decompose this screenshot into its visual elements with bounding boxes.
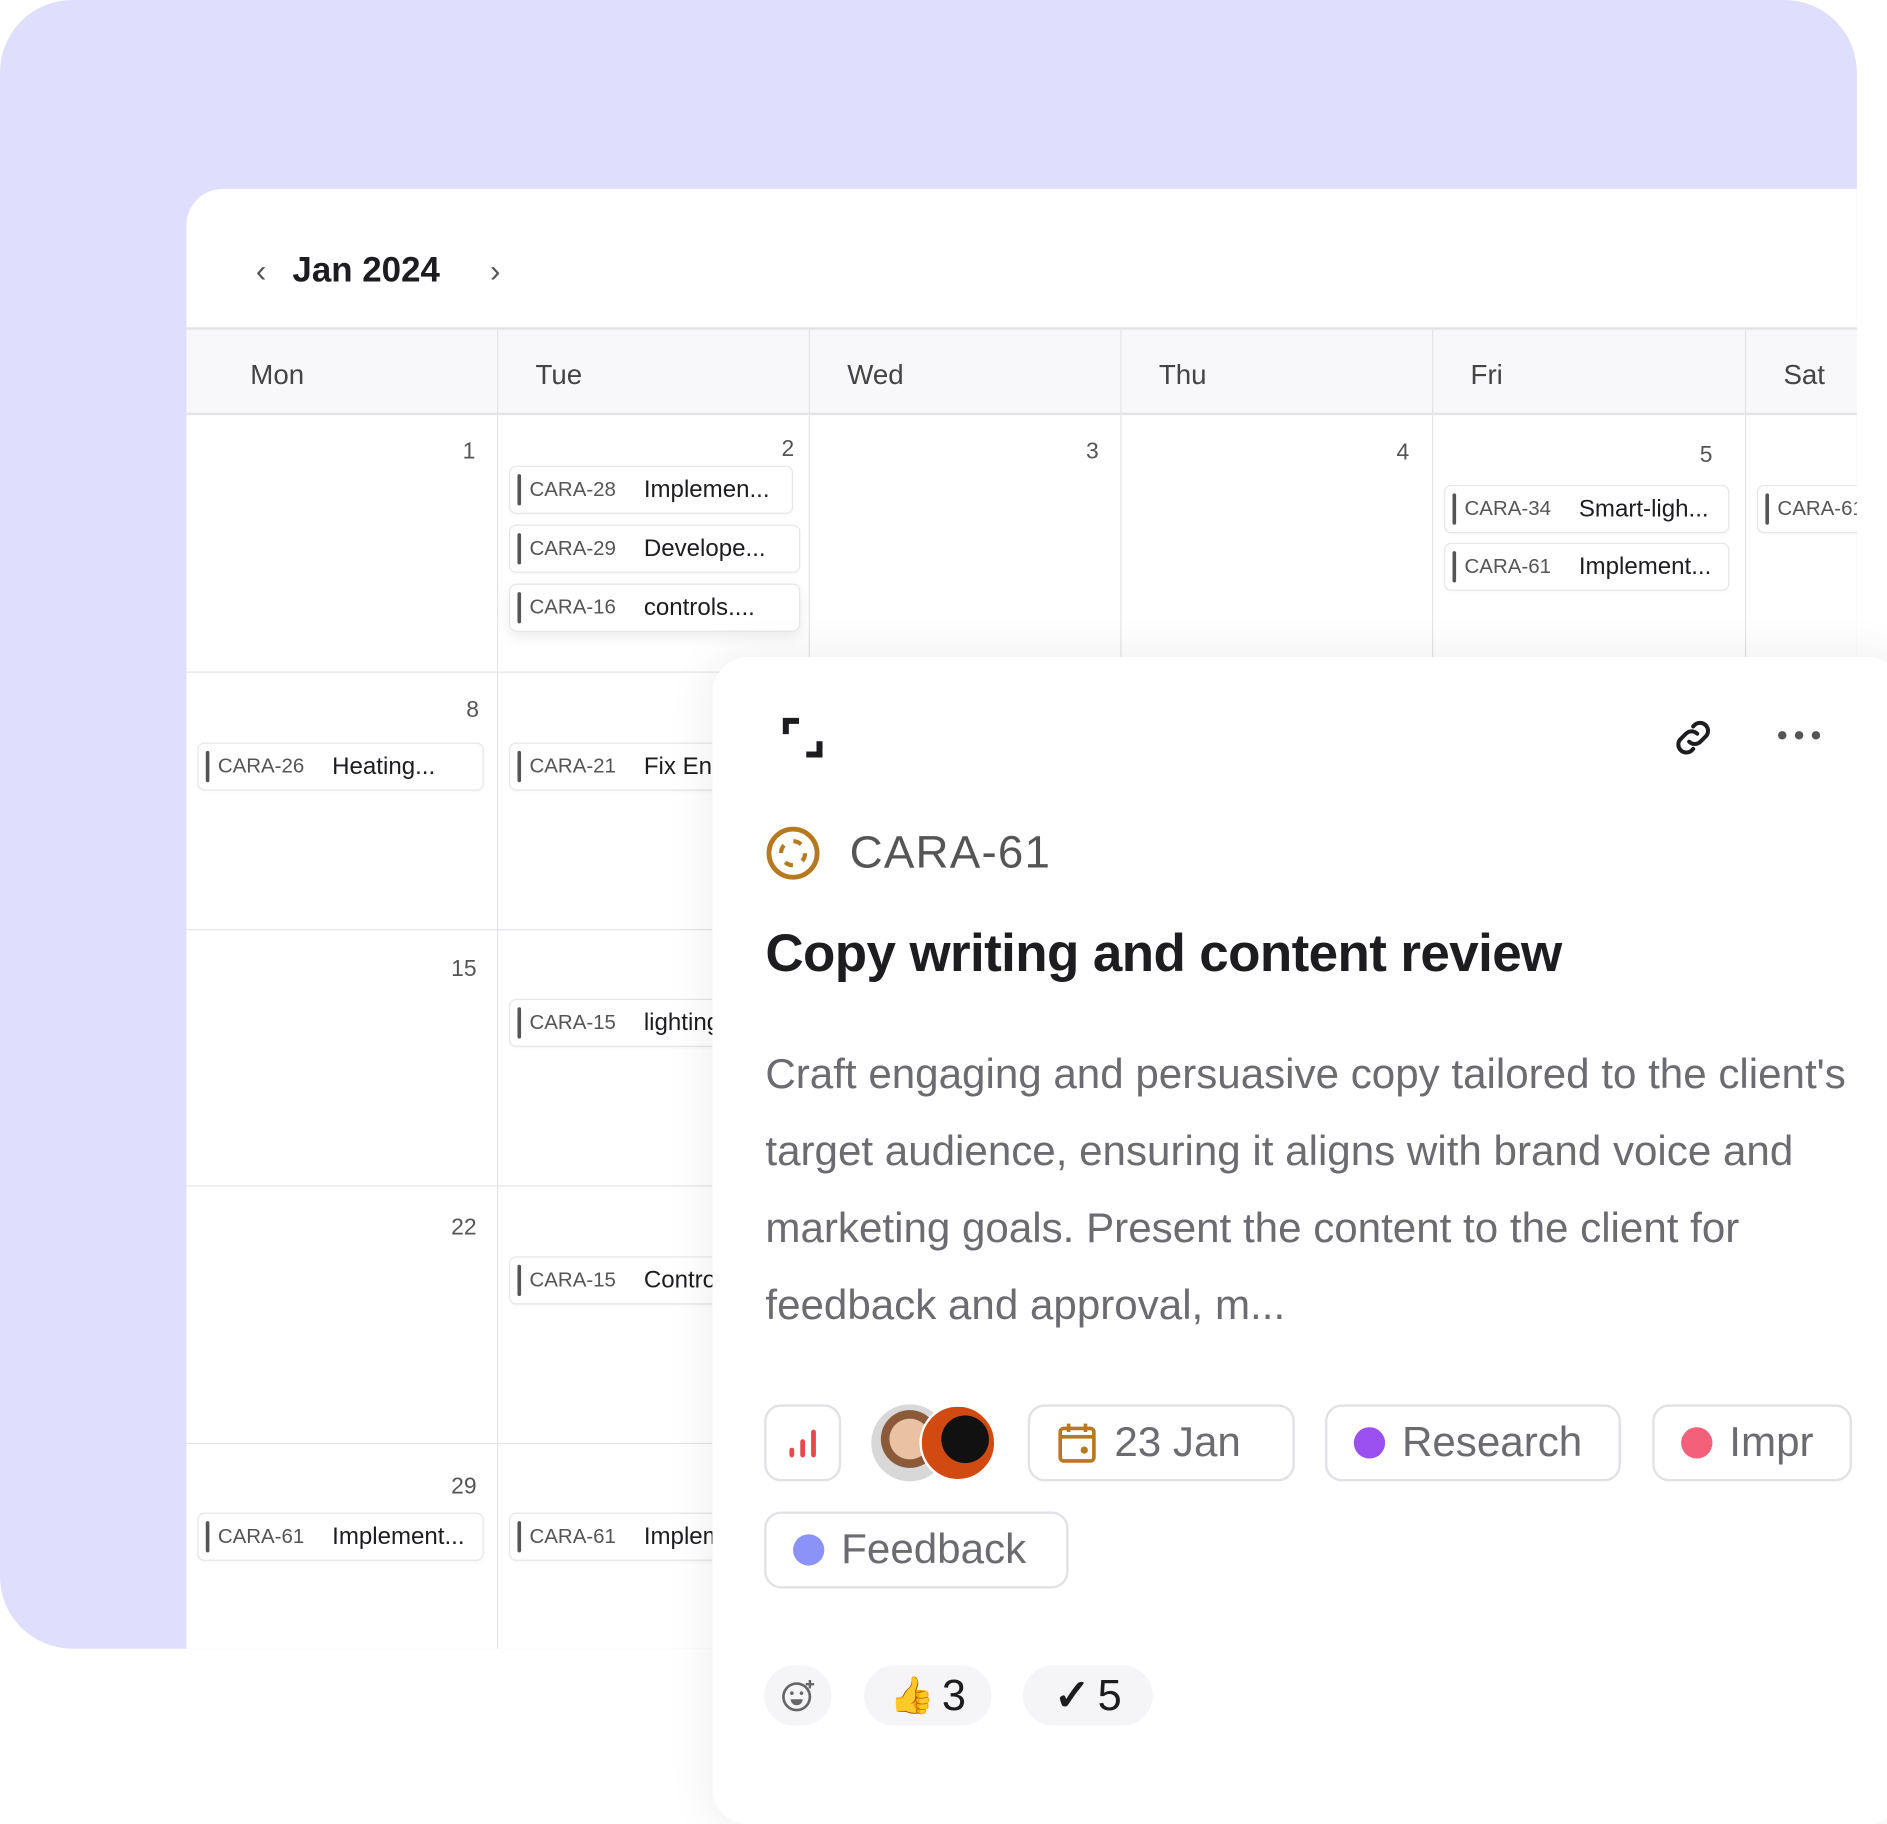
event-card[interactable]: CARA-61 [1756, 484, 1857, 534]
event-title: Implem [643, 1522, 723, 1550]
event-title: Heating... [332, 752, 436, 780]
label-dot [1353, 1427, 1386, 1459]
reaction-count: 3 [941, 1670, 966, 1720]
reaction-count: 5 [1097, 1670, 1122, 1720]
event-id: CARA-61 [529, 1524, 616, 1548]
due-date: 23 Jan [1114, 1418, 1241, 1466]
event-card[interactable]: CARA-26 Heating... [197, 742, 484, 791]
reaction-check[interactable]: ✓ 5 [1022, 1665, 1153, 1726]
weekday-mon: Mon [250, 358, 305, 390]
label-dot [793, 1534, 825, 1566]
next-month-button[interactable]: › [490, 252, 501, 289]
event-card[interactable]: CARA-28 Implemen... [509, 465, 794, 514]
event-title: controls.... [643, 593, 755, 621]
prev-month-button[interactable]: ‹ [255, 252, 267, 289]
event-id: CARA-29 [529, 536, 616, 560]
event-id: CARA-34 [1464, 497, 1551, 520]
label-feedback[interactable]: Feedback [764, 1511, 1069, 1589]
event-id: CARA-26 [217, 754, 305, 778]
event-title: Implement... [332, 1522, 465, 1550]
label-dot [1681, 1427, 1713, 1459]
event-title: Smart-ligh... [1578, 495, 1709, 522]
add-reaction-button[interactable] [764, 1665, 832, 1726]
issue-key-text: CARA-61 [849, 827, 1052, 878]
day-number: 2 [781, 436, 795, 463]
avatar [919, 1404, 997, 1482]
event-title: lighting [643, 1009, 721, 1036]
assignees[interactable] [871, 1404, 1001, 1482]
event-id: CARA-61 [1777, 497, 1857, 520]
event-card[interactable]: CARA-61 Implement... [1444, 542, 1730, 591]
day-number: 29 [451, 1474, 477, 1500]
issue-title[interactable]: Copy writing and content review [765, 924, 1562, 984]
label-name: Research [1401, 1418, 1583, 1466]
day-number: 3 [1085, 439, 1099, 465]
day-number: 22 [451, 1215, 477, 1241]
label-research[interactable]: Research [1324, 1404, 1621, 1482]
weekday-sat: Sat [1783, 358, 1825, 390]
event-id: CARA-28 [529, 477, 616, 501]
month-title: Jan 2024 [292, 251, 440, 291]
weekday-wed: Wed [847, 358, 904, 390]
event-title: Fix Ene [643, 752, 726, 780]
event-id: CARA-16 [529, 595, 616, 619]
status-in-progress-icon [766, 826, 820, 880]
day-number: 5 [1699, 442, 1713, 469]
expand-icon[interactable] [782, 717, 823, 758]
label-name: Impr [1729, 1418, 1814, 1466]
event-title: Contro [643, 1266, 717, 1294]
weekday-thu: Thu [1158, 358, 1207, 390]
event-id: CARA-61 [217, 1524, 305, 1548]
event-id: CARA-15 [529, 1268, 616, 1292]
event-card[interactable]: CARA-34 Smart-ligh... [1444, 484, 1730, 534]
priority-button[interactable] [764, 1404, 842, 1482]
event-card[interactable]: CARA-61 Implement... [197, 1512, 484, 1561]
check-icon: ✓ [1054, 1670, 1091, 1720]
event-title: Implement... [1578, 552, 1712, 580]
signal-bars-icon [789, 1429, 816, 1458]
more-options-icon[interactable] [1776, 727, 1824, 744]
weekday-tue: Tue [535, 358, 583, 390]
reaction-thumbs-up[interactable]: 👍 3 [864, 1665, 992, 1726]
weekday-fri: Fri [1470, 358, 1503, 390]
add-emoji-icon [782, 1679, 815, 1712]
event-id: CARA-61 [1464, 554, 1551, 578]
issue-description[interactable]: Craft engaging and persuasive copy tailo… [765, 1050, 1846, 1329]
due-date-button[interactable]: 23 Jan [1027, 1404, 1295, 1482]
event-title: Implemen... [643, 475, 770, 503]
event-title: Develope... [643, 534, 766, 562]
issue-key: CARA-61 [765, 826, 1051, 881]
day-number: 15 [451, 956, 477, 982]
day-number: 1 [462, 439, 476, 465]
event-id: CARA-15 [529, 1010, 616, 1034]
weekday-header: Mon Tue Wed Thu Fri Sat [186, 327, 1857, 416]
label-name: Feedback [841, 1525, 1027, 1573]
day-number: 4 [1396, 440, 1410, 466]
thumbs-up-icon: 👍 [889, 1675, 935, 1716]
issue-detail-panel: CARA-61 Copy writing and content review … [712, 657, 1887, 1824]
event-id: CARA-21 [529, 754, 616, 778]
label-impr[interactable]: Impr [1652, 1404, 1853, 1482]
event-card[interactable]: CARA-16 controls.... [509, 583, 801, 632]
month-nav: ‹ Jan 2024 › [247, 252, 510, 292]
event-card[interactable]: CARA-29 Develope... [509, 524, 801, 573]
calendar-icon [1058, 1423, 1096, 1463]
day-number: 8 [466, 697, 479, 724]
link-icon[interactable] [1669, 714, 1717, 762]
